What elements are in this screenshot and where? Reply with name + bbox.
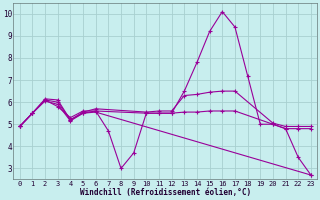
X-axis label: Windchill (Refroidissement éolien,°C): Windchill (Refroidissement éolien,°C) xyxy=(80,188,251,197)
